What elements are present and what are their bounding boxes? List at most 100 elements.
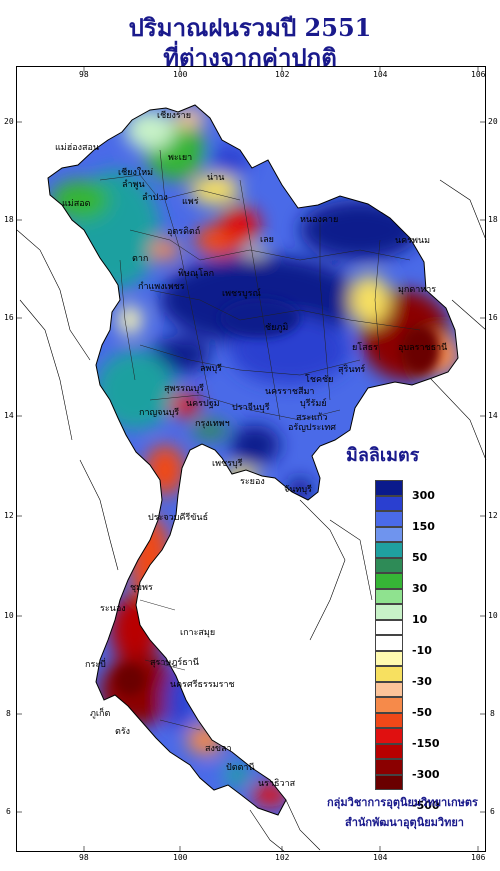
place-label: จันทบุรี bbox=[284, 485, 312, 495]
place-label: ชุมพร bbox=[130, 583, 153, 593]
place-label: สุพรรณบุรี bbox=[164, 384, 204, 394]
lon-tick-top: 98 bbox=[79, 70, 89, 79]
lat-tick-left: 14 bbox=[4, 411, 14, 420]
legend-swatch bbox=[375, 526, 403, 542]
place-label: แม่สอด bbox=[62, 199, 91, 209]
place-label: หนองคาย bbox=[300, 215, 339, 225]
place-label: สงขลา bbox=[205, 744, 232, 754]
place-label: เลย bbox=[260, 235, 274, 245]
credit-line2: สำนักพัฒนาอุตุนิยมวิทยา bbox=[345, 816, 464, 829]
lat-tick-right: 16 bbox=[488, 313, 498, 322]
place-label: บุรีรัมย์ bbox=[300, 399, 327, 409]
legend-swatch bbox=[375, 650, 403, 666]
thailand-border bbox=[47, 104, 459, 816]
legend-label: 150 bbox=[412, 519, 435, 533]
legend-swatch bbox=[375, 588, 403, 604]
place-label: เชียงราย bbox=[157, 111, 192, 121]
place-label: สุราษฎร์ธานี bbox=[150, 658, 199, 668]
place-label: ภูเก็ต bbox=[90, 709, 111, 719]
lat-tick-right: 10 bbox=[488, 611, 498, 620]
lat-tick-right: 14 bbox=[488, 411, 498, 420]
lon-tick-bottom: 100 bbox=[173, 853, 188, 862]
legend-swatch bbox=[375, 681, 403, 697]
lat-tick-right: 18 bbox=[488, 215, 498, 224]
place-label: ลพบุรี bbox=[200, 364, 222, 374]
place-label: เชียงใหม่ bbox=[118, 168, 154, 178]
place-label: เกาะสมุย bbox=[180, 628, 216, 638]
legend-swatch bbox=[375, 604, 403, 620]
place-label: อุตรดิตถ์ bbox=[167, 227, 201, 237]
legend-swatch bbox=[375, 542, 403, 558]
legend-label: 30 bbox=[412, 581, 428, 595]
place-label: พะเยา bbox=[168, 153, 193, 163]
legend-label: 300 bbox=[412, 488, 435, 502]
lon-tick-top: 104 bbox=[373, 70, 388, 79]
place-label: นครศรีธรรมราช bbox=[170, 680, 235, 690]
map-frame bbox=[16, 66, 486, 852]
legend-colorbar bbox=[375, 480, 403, 790]
lon-tick-top: 100 bbox=[173, 70, 188, 79]
legend-swatch bbox=[375, 635, 403, 651]
legend-label: -500 bbox=[412, 798, 440, 812]
place-label: ประจวบคีรีขันธ์ bbox=[148, 513, 209, 523]
legend-swatch bbox=[375, 697, 403, 713]
lat-tick-right: 8 bbox=[490, 709, 495, 718]
lon-tick-bottom: 98 bbox=[79, 853, 89, 862]
place-label: สระแก้ว bbox=[296, 413, 328, 423]
legend-swatch bbox=[375, 712, 403, 728]
place-label: ชัยภูมิ bbox=[265, 323, 289, 333]
lon-tick-bottom: 106 bbox=[471, 853, 486, 862]
place-label: พิษณุโลก bbox=[178, 269, 215, 279]
legend-swatch bbox=[375, 743, 403, 759]
map-title-line2: ที่ต่างจากค่าปกติ bbox=[163, 43, 337, 72]
legend-label: 50 bbox=[412, 550, 428, 564]
lat-tick-right: 20 bbox=[488, 117, 498, 126]
place-label: กรุงเทพฯ bbox=[195, 419, 230, 429]
lon-tick-bottom: 104 bbox=[373, 853, 388, 862]
legend-label: -50 bbox=[412, 705, 432, 719]
place-label: ตาก bbox=[132, 254, 149, 264]
credit-line1: กลุ่มวิชาการอุตุนิยมวิทยาเกษตร bbox=[327, 796, 478, 809]
lon-tick-top: 106 bbox=[471, 70, 486, 79]
legend-swatch bbox=[375, 573, 403, 589]
place-label: แม่ฮ่องสอน bbox=[55, 143, 100, 153]
place-label: ลำพูน bbox=[122, 180, 145, 190]
lon-tick-bottom: 102 bbox=[275, 853, 290, 862]
place-label: กาญจนบุรี bbox=[139, 408, 180, 418]
place-label: นราธิวาส bbox=[258, 779, 296, 789]
legend-swatch bbox=[375, 495, 403, 511]
legend-swatch bbox=[375, 774, 403, 790]
neighbor-borders bbox=[16, 179, 487, 853]
legend-label: -150 bbox=[412, 736, 440, 750]
legend-swatch bbox=[375, 619, 403, 635]
legend-label: -30 bbox=[412, 674, 432, 688]
place-label: เพชรบุรี bbox=[212, 459, 243, 469]
place-label: ระยอง bbox=[240, 477, 265, 487]
legend-swatch bbox=[375, 511, 403, 527]
place-label: น่าน bbox=[207, 173, 225, 183]
legend-swatch bbox=[375, 666, 403, 682]
legend-swatch bbox=[375, 728, 403, 744]
legend-swatch bbox=[375, 480, 403, 496]
legend-swatch bbox=[375, 759, 403, 775]
place-label: แพร่ bbox=[182, 197, 199, 207]
lat-tick-left: 18 bbox=[4, 215, 14, 224]
lon-tick-top: 102 bbox=[275, 70, 290, 79]
map-title-line1: ปริมาณฝนรวมปี 2551 bbox=[128, 13, 372, 42]
lat-tick-right: 12 bbox=[488, 511, 498, 520]
legend-label: -10 bbox=[412, 643, 432, 657]
place-label: สุรินทร์ bbox=[338, 365, 366, 375]
place-label: กระบี่ bbox=[85, 660, 106, 670]
lat-tick-left: 10 bbox=[4, 611, 14, 620]
lat-tick-left: 6 bbox=[6, 807, 11, 816]
place-label: นครปฐม bbox=[186, 399, 220, 409]
lat-tick-left: 16 bbox=[4, 313, 14, 322]
place-label: ตรัง bbox=[115, 727, 131, 737]
place-label: ปัตตานี bbox=[226, 763, 255, 773]
place-label: กำแพงเพชร bbox=[138, 282, 185, 292]
lat-tick-left: 8 bbox=[6, 709, 11, 718]
place-label: ลำปาง bbox=[142, 193, 168, 203]
place-label: ระนอง bbox=[100, 604, 126, 614]
lat-tick-right: 6 bbox=[490, 807, 495, 816]
legend-title: มิลลิเมตร bbox=[346, 445, 420, 466]
